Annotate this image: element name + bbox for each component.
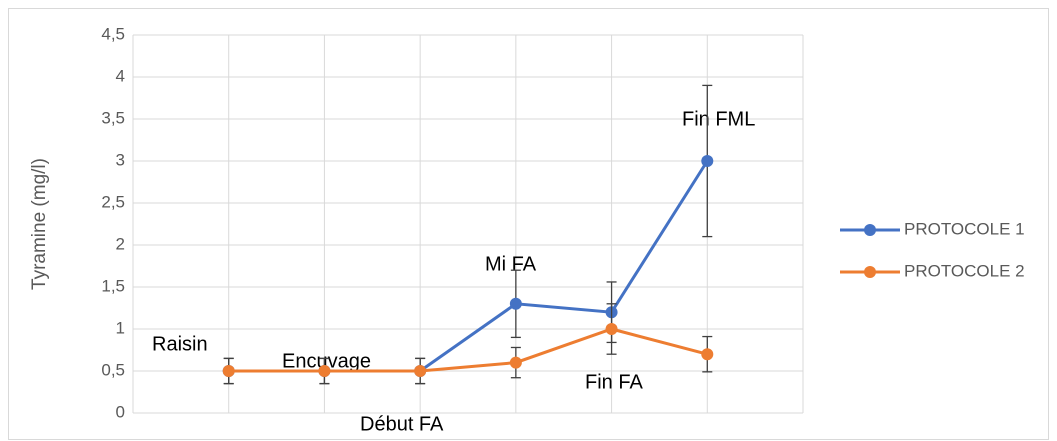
y-tick-label: 4 [116, 66, 125, 85]
point [414, 365, 427, 377]
annotation: Fin FML [682, 108, 755, 130]
point [222, 365, 235, 377]
legend-label: PROTOCOLE 2 [904, 261, 1025, 280]
point [605, 323, 618, 335]
y-tick-label: 4,5 [101, 24, 125, 43]
legend-marker [864, 266, 876, 278]
y-tick-label: 2,5 [101, 192, 125, 211]
point [509, 297, 522, 310]
point [701, 348, 714, 361]
annotation: Raisin [152, 333, 208, 355]
y-tick-label: 1 [116, 318, 125, 337]
chart-border [8, 8, 1049, 440]
annotation: Encuvage [282, 350, 371, 372]
y-tick-label: 3 [116, 150, 125, 169]
annotation: Fin FA [585, 371, 643, 393]
y-tick-label: 0 [116, 402, 125, 421]
legend-marker [864, 224, 876, 236]
y-tick-label: 3,5 [101, 108, 125, 127]
point [701, 155, 714, 167]
y-axis-label: Tyramine (mg/l) [29, 158, 50, 290]
annotation: Début FA [360, 413, 444, 435]
point [318, 365, 331, 377]
legend-label: PROTOCOLE 1 [904, 219, 1025, 238]
point [509, 356, 522, 369]
annotation: Mi FA [485, 253, 537, 275]
y-tick-label: 2 [116, 234, 125, 253]
series-line [228, 327, 708, 373]
y-tick-label: 0,5 [101, 360, 125, 379]
y-tick-label: 1,5 [101, 276, 125, 295]
